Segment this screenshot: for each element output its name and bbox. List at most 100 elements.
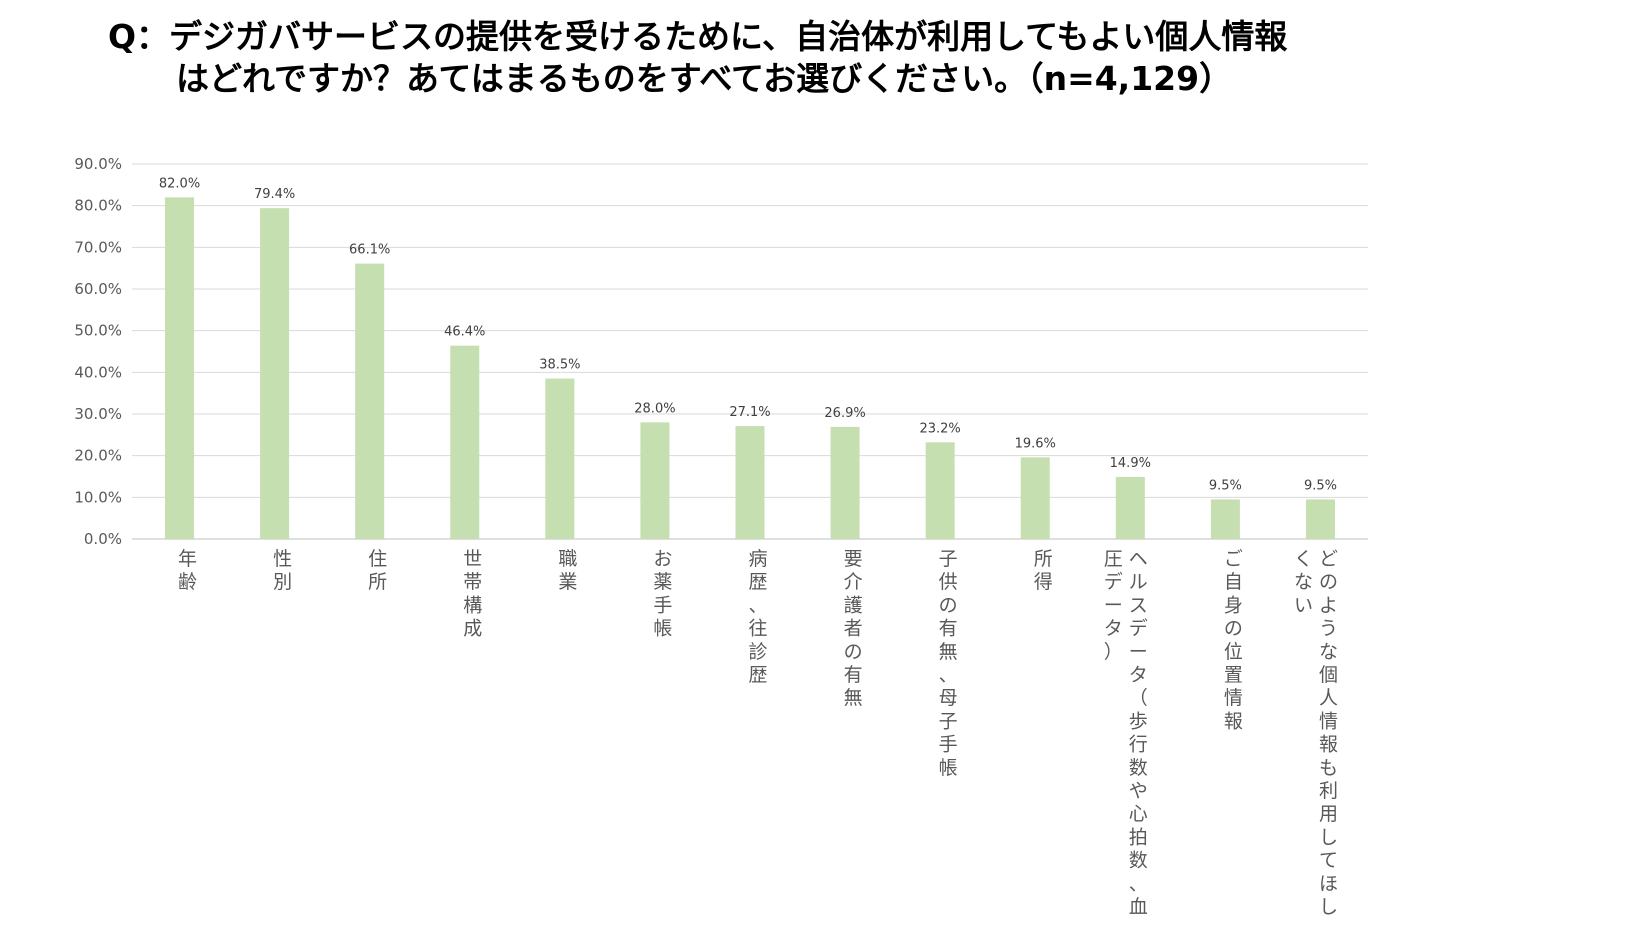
category-label-char: ー	[1129, 641, 1148, 663]
category-label-char: 帯	[463, 571, 482, 593]
data-label: 26.9%	[824, 406, 865, 421]
data-label: 38.5%	[539, 358, 580, 373]
category-label-char: 人	[1319, 687, 1338, 709]
category-label-char: 血	[1129, 896, 1148, 918]
category-label-char: 成	[463, 618, 482, 640]
y-tick-label: 20.0%	[74, 447, 122, 465]
category-label-char: 利	[1319, 780, 1338, 802]
category-label-char: て	[1319, 850, 1338, 872]
y-tick-label: 50.0%	[74, 322, 122, 340]
category-label-char: ど	[1319, 548, 1338, 570]
category-label-char: う	[1319, 618, 1338, 640]
y-tick-label: 60.0%	[74, 280, 122, 298]
category-label-char: 報	[1319, 734, 1338, 756]
category-label-char: の	[1224, 618, 1243, 640]
category-label-char: 圧	[1104, 548, 1123, 570]
category-label-char: 歩	[1129, 710, 1148, 732]
category-label-char: 無	[844, 687, 863, 709]
category-label-char: 身	[1224, 594, 1243, 616]
category-label-char: 手	[653, 594, 672, 616]
category-label-char: ほ	[1319, 873, 1338, 895]
category-label-char: 情	[1319, 710, 1338, 732]
category-label-char: の	[1319, 571, 1338, 593]
category-label-char: 薬	[653, 571, 672, 593]
category-label-char: 有	[844, 664, 863, 686]
category-label-char: 心	[1129, 803, 1148, 825]
category-label-char: 者	[844, 618, 863, 640]
data-label: 9.5%	[1209, 478, 1242, 493]
category-label-char: 得	[1034, 571, 1053, 593]
category-label-char: し	[1319, 896, 1338, 918]
data-label: 27.1%	[729, 405, 770, 420]
data-label: 66.1%	[349, 243, 390, 258]
category-label-char: 診	[748, 641, 767, 663]
category-label-char: 無	[939, 641, 958, 663]
category-label-char: の	[844, 641, 863, 663]
category-label-char: 拍	[1129, 826, 1148, 848]
bar	[1210, 499, 1240, 539]
y-tick-label: 0.0%	[84, 530, 122, 548]
category-label-char: ー	[1104, 594, 1123, 616]
category-label-char: 報	[1224, 710, 1243, 732]
bar	[735, 426, 765, 539]
category-label-char: 個	[1319, 664, 1338, 686]
category-label-char: デ	[1104, 571, 1123, 593]
category-label-char: 位	[1224, 641, 1243, 663]
bar	[1305, 499, 1335, 539]
category-label-char: タ	[1129, 664, 1148, 686]
bar	[1020, 457, 1050, 539]
category-label-char: デ	[1129, 618, 1148, 640]
y-tick-label: 90.0%	[74, 155, 122, 173]
category-label-char: 、	[748, 594, 767, 616]
category-label-char: 齢	[178, 571, 197, 593]
bar	[640, 422, 670, 539]
data-label: 28.0%	[634, 401, 675, 416]
bar	[830, 426, 860, 539]
category-label-char: い	[1294, 594, 1313, 616]
category-label-char: ル	[1129, 571, 1148, 593]
category-label-char: ご	[1224, 548, 1243, 570]
category-label-char: 子	[939, 548, 958, 570]
bar	[925, 442, 955, 539]
chart-title-line1: Q：デジガバサービスの提供を受けるために、自治体が利用してもよい個人情報	[108, 17, 1288, 56]
category-label-char: 年	[178, 548, 197, 570]
category-label-char: 職	[558, 548, 577, 570]
category-label-char: 有	[939, 618, 958, 640]
bar	[260, 208, 290, 539]
chart-title-line2: はどれですか？あてはまるものをすべてお選びください。（n=4,129）	[176, 59, 1233, 98]
data-label: 9.5%	[1304, 478, 1337, 493]
category-label-char: 帳	[939, 757, 958, 779]
category-label-char: 子	[939, 710, 958, 732]
category-label-char: 護	[844, 594, 863, 616]
category-label-char: 、	[939, 664, 958, 686]
category-label-char: 行	[1129, 734, 1148, 756]
category-label-char: 病	[748, 548, 767, 570]
category-label-char: や	[1129, 780, 1148, 802]
category-label-char: も	[1319, 757, 1338, 779]
data-label: 46.4%	[444, 325, 485, 340]
category-label-char: 、	[1129, 873, 1148, 895]
category-label-char: 数	[1129, 850, 1148, 872]
category-label-char: （	[1129, 687, 1148, 709]
bar	[1115, 476, 1145, 539]
y-tick-label: 80.0%	[74, 197, 122, 215]
category-label-char: 住	[368, 548, 387, 570]
y-tick-label: 70.0%	[74, 238, 122, 256]
category-label-char: 要	[844, 548, 863, 570]
category-label-char: 母	[939, 687, 958, 709]
category-label-char: な	[1319, 641, 1338, 663]
data-label: 79.4%	[254, 187, 295, 202]
category-label-char: ヘ	[1129, 548, 1148, 570]
category-label-char: 自	[1224, 571, 1243, 593]
category-label-char: 帳	[653, 618, 672, 640]
category-label-char: よ	[1319, 594, 1338, 616]
category-label-char: 所	[1034, 548, 1053, 570]
category-label-char: 世	[463, 548, 482, 570]
data-label: 14.9%	[1110, 456, 1151, 471]
category-label-char: 手	[939, 734, 958, 756]
chart-title: Q：デジガバサービスの提供を受けるために、自治体が利用してもよい個人情報 はどれ…	[108, 16, 1408, 100]
bar	[545, 378, 575, 539]
category-label-char: 歴	[748, 571, 767, 593]
category-label-char: 性	[273, 548, 292, 570]
bar	[450, 345, 480, 539]
